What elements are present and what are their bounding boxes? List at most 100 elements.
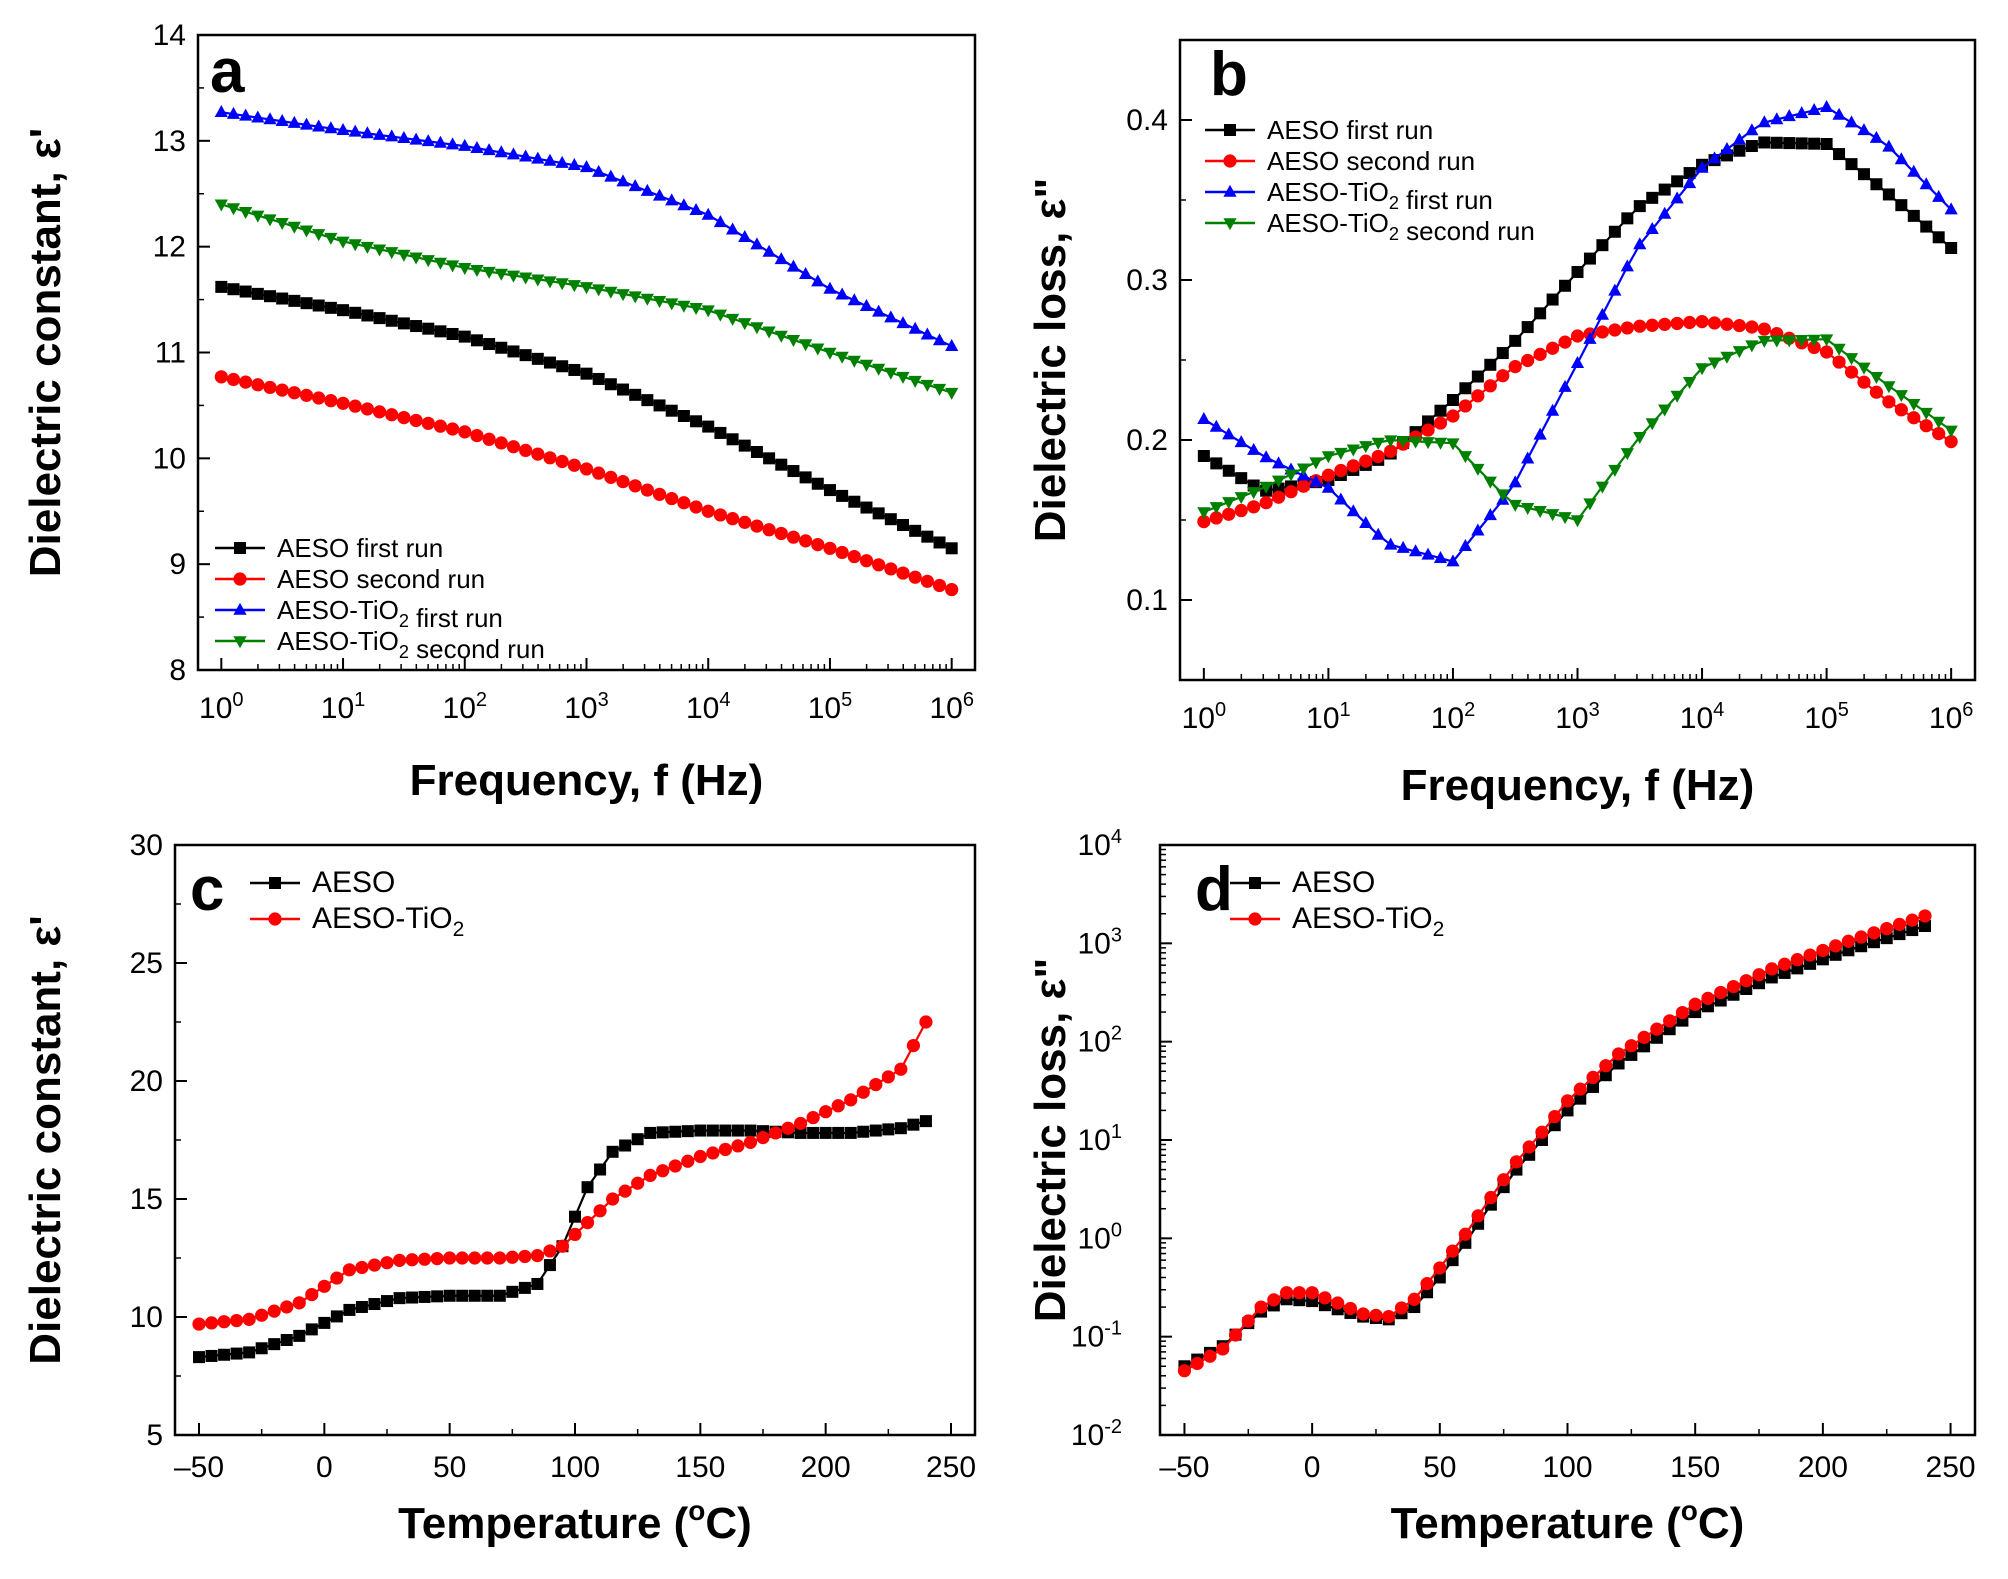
data-point [1854, 930, 1868, 944]
data-point [594, 1163, 607, 1176]
data-point [1421, 423, 1435, 437]
data-point [1894, 390, 1908, 403]
data-point [1770, 112, 1784, 125]
data-point [799, 534, 813, 548]
data-point [1446, 409, 1460, 423]
data-point [1919, 419, 1933, 433]
legend-label: AESO-TiO2 second run [277, 626, 545, 664]
data-point [652, 296, 667, 309]
legend-label: AESO [312, 866, 395, 899]
data-point [1895, 199, 1908, 212]
data-point [318, 1316, 331, 1329]
data-point [531, 352, 544, 365]
data-point [1271, 456, 1286, 469]
data-point [1396, 435, 1410, 448]
data-point [276, 292, 289, 305]
data-point [1509, 334, 1522, 347]
data-point [1795, 335, 1809, 348]
data-point [652, 487, 667, 501]
data-point [1624, 1039, 1638, 1053]
data-point [543, 276, 557, 289]
data-point [280, 1334, 293, 1347]
data-point [299, 117, 314, 130]
data-point [204, 1316, 219, 1330]
data-point [581, 1181, 594, 1194]
data-point [919, 1115, 932, 1128]
x-tick-label: 104 [1680, 699, 1725, 735]
data-point [1893, 928, 1906, 941]
data-point [713, 215, 728, 228]
data-point [567, 458, 581, 472]
data-point [1571, 266, 1584, 278]
data-point [743, 1135, 758, 1149]
y-tick-label: 13 [153, 125, 186, 158]
data-point [1688, 997, 1702, 1011]
data-point [1394, 1301, 1409, 1315]
data-point [1533, 347, 1547, 361]
data-point [275, 114, 289, 127]
data-point [1560, 1094, 1575, 1108]
data-point [392, 1253, 407, 1267]
y-tick-label: 10 [153, 442, 186, 475]
data-point [1932, 189, 1946, 202]
data-point [393, 1292, 406, 1305]
data-point [1944, 202, 1958, 215]
data-point [1919, 407, 1933, 420]
data-point [1832, 355, 1846, 369]
series-aeso-tio-first-run [214, 105, 959, 351]
data-point [455, 1251, 469, 1265]
data-point [292, 1296, 306, 1310]
data-point [1707, 151, 1722, 164]
data-point [343, 1303, 356, 1316]
data-point [908, 375, 922, 388]
data-point [750, 445, 763, 458]
data-point [470, 428, 484, 443]
data-point [1309, 474, 1323, 487]
data-point [706, 1124, 719, 1137]
data-point [1907, 164, 1921, 177]
data-point [579, 282, 594, 295]
data-point [750, 322, 764, 335]
data-point [701, 305, 715, 318]
data-point [844, 1093, 858, 1107]
data-point [367, 1258, 382, 1272]
plot-frame [173, 843, 977, 1437]
data-point [738, 439, 751, 452]
data-point [894, 1122, 907, 1135]
data-point [1533, 506, 1547, 519]
data-point [1905, 913, 1919, 927]
data-point [669, 1125, 682, 1138]
data-point [1234, 492, 1248, 505]
data-point [493, 1289, 506, 1302]
series-aeso [1178, 920, 1932, 1373]
data-point [1203, 1349, 1217, 1363]
data-point [280, 1300, 294, 1314]
data-point [1777, 957, 1792, 971]
data-point [1752, 968, 1766, 982]
data-point [606, 1145, 619, 1158]
data-point [372, 127, 387, 140]
data-point [725, 222, 740, 235]
data-point [507, 345, 520, 358]
data-point [592, 372, 605, 385]
panel-letter: d [1195, 855, 1233, 924]
series-aeso-second-run [1197, 315, 1958, 529]
data-point [385, 129, 399, 142]
data-point [629, 388, 642, 401]
data-point [1932, 416, 1946, 429]
data-point [1894, 403, 1908, 417]
data-point [312, 119, 326, 132]
data-point [1845, 158, 1858, 171]
data-point [494, 145, 508, 158]
legend-label: AESO-TiO2 second run [1267, 208, 1535, 246]
data-point [1535, 1125, 1549, 1139]
data-point [409, 132, 423, 145]
data-point [1782, 109, 1796, 122]
panel-letter: a [210, 37, 245, 106]
data-point [494, 268, 508, 281]
data-point [287, 115, 301, 128]
data-point [1596, 239, 1609, 252]
data-point [251, 110, 265, 123]
data-point [932, 383, 947, 396]
